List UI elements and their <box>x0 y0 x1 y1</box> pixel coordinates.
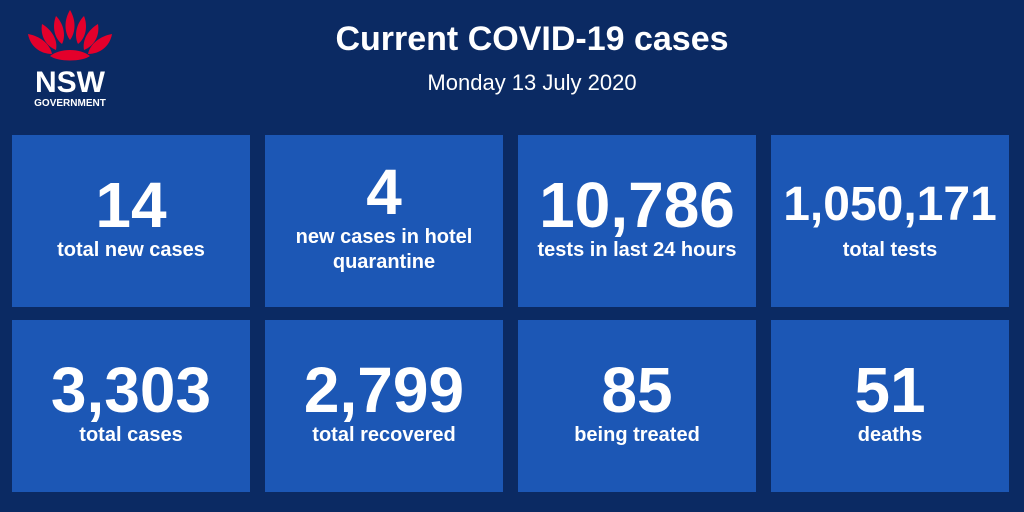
stat-value: 85 <box>601 353 673 426</box>
stat-value: 1,050,171 <box>783 177 997 231</box>
stat-tile: 2,799 total recovered <box>265 320 503 492</box>
logo: NSW GOVERNMENT <box>28 10 112 109</box>
stat-tile: 14 total new cases <box>12 135 250 307</box>
stat-tile: 10,786 tests in last 24 hours <box>518 135 756 307</box>
logo-name: NSW <box>35 66 106 99</box>
stat-tile: 1,050,171 total tests <box>771 135 1009 307</box>
stat-tile: 3,303 total cases <box>12 320 250 492</box>
stat-label: total cases <box>79 423 183 446</box>
stat-label: being treated <box>574 423 700 446</box>
tiles: 14 total new cases 4 new cases in hotel qua… <box>12 135 1009 492</box>
logo-subname: GOVERNMENT <box>34 98 106 109</box>
stat-label: new cases in hotel quarantine <box>295 226 473 273</box>
stat-label: deaths <box>857 423 923 446</box>
stat-tile: 51 deaths <box>771 320 1009 492</box>
stat-value: 51 <box>854 353 926 426</box>
stat-value: 10,786 <box>539 168 735 241</box>
title: Current COVID-19 cases <box>335 20 729 58</box>
stat-label: total recovered <box>312 423 456 446</box>
stat-value: 4 <box>366 156 402 228</box>
stat-tile: 85 being treated <box>518 320 756 492</box>
subtitle: Monday 13 July 2020 <box>427 70 637 95</box>
stat-label: tests in last 24 hours <box>537 238 737 261</box>
waratah <box>28 10 112 61</box>
stat-value: 14 <box>95 168 167 241</box>
stat-tile: 4 new cases in hotel quarantine <box>265 135 503 307</box>
stat-value: 2,799 <box>303 353 465 426</box>
stat-label: total tests <box>842 238 938 261</box>
stat-label: total new cases <box>57 238 205 261</box>
stat-value: 3,303 <box>50 353 212 426</box>
